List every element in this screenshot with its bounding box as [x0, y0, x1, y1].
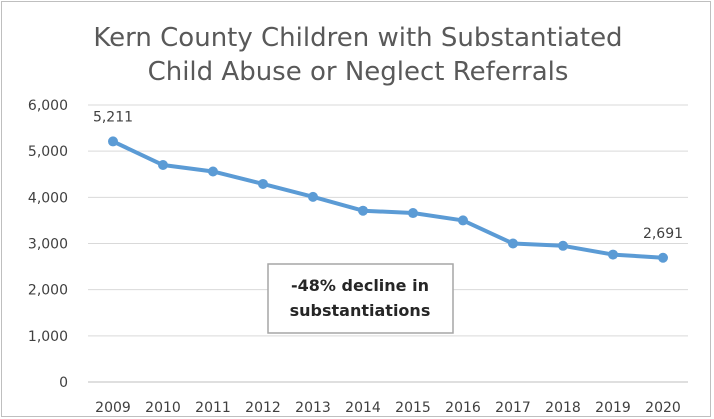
- y-tick-label: 0: [59, 375, 68, 391]
- series-line: [111, 139, 665, 260]
- data-point: [408, 208, 418, 219]
- data-label: 2,691: [643, 226, 683, 242]
- x-tick-label: 2019: [595, 400, 631, 416]
- x-axis-ticks: 2009 2010 2011 2012 2013 2014 2015 2016 2017 2018…: [95, 400, 681, 416]
- y-tick-label: 3,000: [28, 237, 68, 253]
- data-point: [458, 215, 468, 226]
- x-tick-label: 2013: [295, 400, 331, 416]
- x-tick-label: 2010: [145, 400, 181, 416]
- y-tick-label: 1,000: [28, 329, 68, 345]
- data-point: [608, 249, 618, 260]
- data-point: [558, 240, 568, 251]
- data-point: [208, 166, 218, 177]
- data-point: [508, 238, 518, 249]
- x-tick-label: 2015: [395, 400, 431, 416]
- x-tick-label: 2009: [95, 400, 131, 416]
- x-tick-label: 2018: [545, 400, 581, 416]
- series: [108, 136, 668, 263]
- data-point: [658, 252, 668, 263]
- data-point: [108, 136, 118, 147]
- y-tick-label: 4,000: [28, 190, 68, 206]
- x-tick-label: 2012: [245, 400, 281, 416]
- annotation-line-2: substantiations: [290, 301, 431, 320]
- annotation-line-1: -48% decline in: [291, 276, 429, 295]
- y-axis-ticks: 0 1,000 2,000 3,000 4,000 5,000 6,000: [28, 98, 68, 391]
- x-tick-label: 2011: [195, 400, 231, 416]
- x-tick-label: 2014: [345, 400, 381, 416]
- y-tick-label: 5,000: [28, 144, 68, 160]
- y-tick-label: 6,000: [28, 98, 68, 114]
- x-tick-label: 2016: [445, 400, 481, 416]
- data-point: [358, 205, 368, 216]
- y-tick-label: 2,000: [28, 283, 68, 299]
- annotation-frame: [267, 263, 454, 334]
- x-tick-label: 2017: [495, 400, 531, 416]
- x-tick-label: 2020: [645, 400, 681, 416]
- data-labels: 5,211 2,691: [93, 109, 683, 241]
- annotation-box: -48% decline in substantiations: [267, 263, 454, 334]
- data-point: [308, 191, 318, 202]
- chart-title-line-1: Kern County Children with Substantiated: [93, 23, 622, 53]
- data-point: [258, 178, 268, 189]
- data-label: 5,211: [93, 109, 133, 125]
- chart-title-line-2: Child Abuse or Neglect Referrals: [148, 57, 569, 87]
- gridlines: [88, 104, 688, 383]
- data-point: [158, 160, 168, 171]
